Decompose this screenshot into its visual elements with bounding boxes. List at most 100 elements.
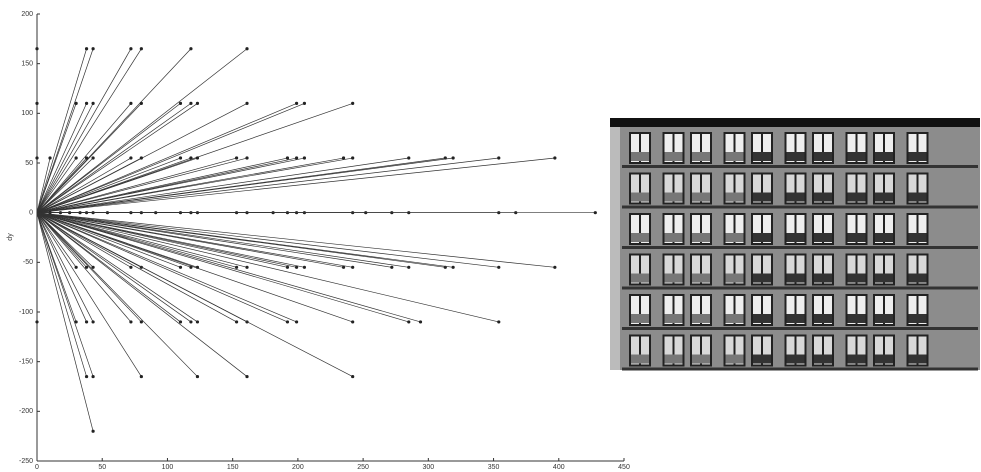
facade-balcony — [664, 192, 683, 202]
point — [91, 156, 95, 160]
point — [91, 320, 95, 324]
ray — [36, 157, 409, 214]
point — [139, 101, 143, 105]
point — [84, 265, 89, 269]
ray — [36, 157, 51, 213]
point — [74, 156, 78, 160]
ray — [36, 157, 454, 214]
point — [195, 320, 200, 324]
y-axis-label: dy — [7, 233, 14, 241]
point — [234, 320, 239, 324]
point — [74, 101, 78, 105]
point — [178, 101, 183, 105]
point — [351, 265, 355, 269]
ray — [36, 212, 297, 323]
point — [84, 156, 89, 160]
point — [178, 156, 183, 160]
facade-ledge — [622, 246, 978, 249]
facade-ledge — [622, 165, 978, 168]
facade-balcony — [753, 273, 771, 283]
ray — [36, 157, 499, 214]
point — [341, 156, 346, 160]
point — [451, 265, 455, 269]
point — [139, 47, 143, 51]
point — [593, 211, 597, 215]
ray — [36, 212, 421, 323]
point — [245, 265, 249, 269]
point — [245, 156, 249, 160]
ray — [36, 48, 248, 213]
ray — [36, 103, 132, 213]
point — [351, 320, 355, 324]
x-tick-label: 0 — [35, 464, 39, 471]
point — [129, 156, 133, 160]
ray — [36, 103, 94, 213]
facade-balcony — [786, 233, 805, 242]
ray — [36, 48, 87, 213]
point — [285, 156, 290, 160]
point — [294, 101, 299, 105]
point — [234, 265, 239, 269]
ray — [36, 212, 132, 268]
point — [195, 101, 200, 105]
point — [245, 101, 249, 105]
facade-balcony — [908, 233, 927, 242]
point — [351, 101, 355, 105]
ray — [36, 212, 87, 377]
point — [407, 320, 411, 324]
ray — [36, 212, 94, 432]
ray — [36, 212, 94, 377]
point — [294, 265, 299, 269]
ray — [36, 157, 353, 214]
point — [129, 101, 133, 105]
ray — [36, 157, 248, 214]
ray — [36, 48, 142, 213]
ray — [36, 103, 297, 213]
point — [407, 156, 411, 160]
facade-balcony — [692, 354, 710, 364]
x-tick-label: 250 — [357, 464, 369, 471]
point — [285, 265, 290, 269]
x-tick-label: 400 — [553, 464, 565, 471]
ray — [36, 212, 142, 377]
facade-balcony — [908, 192, 927, 202]
ray — [36, 157, 181, 213]
facade-balcony — [875, 152, 893, 161]
ray — [36, 212, 248, 377]
point — [195, 374, 200, 379]
facade-balcony — [692, 233, 710, 242]
point — [497, 320, 501, 324]
ray — [36, 103, 87, 213]
point — [302, 156, 307, 160]
x-tick-label: 300 — [422, 464, 434, 471]
point — [294, 320, 299, 324]
point — [129, 47, 133, 51]
ray — [36, 103, 77, 213]
ray — [36, 212, 555, 268]
facade-balcony — [875, 314, 893, 323]
point — [245, 374, 249, 379]
facade-balcony — [875, 233, 893, 242]
x-tick-label: 450 — [618, 464, 630, 471]
point — [351, 156, 355, 160]
ray — [36, 157, 555, 214]
x-tick-label: 100 — [162, 464, 174, 471]
facade-balcony — [786, 314, 805, 323]
ray — [36, 157, 198, 213]
facade-balcony — [875, 354, 893, 364]
point — [84, 101, 89, 105]
facade-ledge — [622, 367, 978, 371]
x-tick-label: 200 — [292, 464, 304, 471]
facade-balcony — [847, 192, 866, 202]
ray — [36, 212, 237, 323]
point — [129, 265, 133, 269]
point — [84, 320, 89, 324]
ray — [36, 157, 237, 214]
ray — [36, 212, 248, 268]
ray — [36, 103, 305, 213]
facade-balcony — [814, 152, 832, 161]
point — [35, 156, 39, 160]
facade-ledge — [622, 205, 978, 209]
facade-roof — [610, 118, 980, 127]
ray — [36, 212, 499, 268]
